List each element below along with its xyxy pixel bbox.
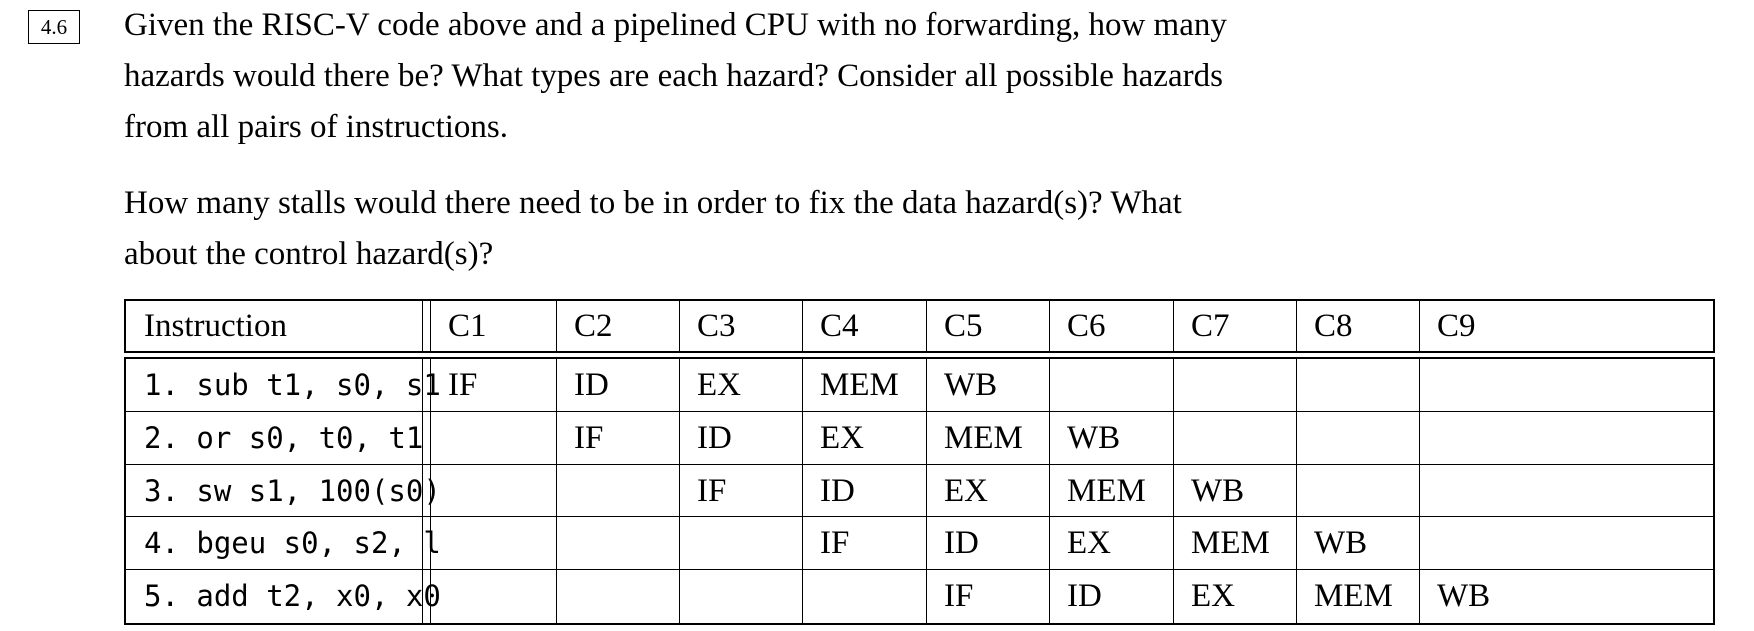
stage-cell: IF (448, 367, 478, 403)
stage-cell: IF (697, 472, 727, 509)
question-line: from all pairs of instructions. (124, 109, 509, 145)
stage-cell: IF (820, 525, 850, 562)
table-row-rule (126, 410, 1713, 412)
header-cycle: C9 (1437, 308, 1476, 344)
stage-cell: MEM (1191, 525, 1270, 562)
stage-cell: EX (697, 367, 741, 403)
table-column-rule (422, 301, 423, 351)
stage-cell: WB (1067, 419, 1121, 456)
header-cycle: C8 (1314, 308, 1353, 344)
stage-cell: MEM (944, 419, 1023, 456)
stage-cell: EX (944, 472, 988, 509)
header-cycle: C7 (1191, 308, 1230, 344)
stage-cell: IF (944, 578, 974, 615)
table-column-rule (430, 359, 431, 623)
question-paragraph-1: Given the RISC-V code above and a pipeli… (124, 0, 1424, 153)
table-column-rule (679, 301, 680, 351)
question-line: about the control hazard(s)? (124, 236, 494, 272)
table-column-rule (422, 359, 423, 623)
table-column-rule (802, 359, 803, 623)
stage-cell: EX (820, 419, 864, 456)
question-paragraph-2: How many stalls would there need to be i… (124, 178, 1424, 280)
instruction-cell: 2. or s0, t0, t1 (144, 420, 424, 455)
table-column-rule (926, 359, 927, 623)
table-column-rule (1296, 301, 1297, 351)
stage-cell: WB (1437, 578, 1491, 615)
stage-cell: ID (820, 472, 855, 509)
table-column-rule (1049, 359, 1050, 623)
instruction-cell: 1. sub t1, s0, s1 (144, 368, 441, 402)
problem-number: 4.6 (28, 10, 80, 44)
header-cycle: C5 (944, 308, 983, 344)
question-line: How many stalls would there need to be i… (124, 185, 1182, 221)
header-instruction: Instruction (144, 308, 287, 344)
table-body: 1. sub t1, s0, s1 IF ID EX MEM WB 2. or s0, t0… (124, 357, 1715, 625)
header-cycle: C6 (1067, 308, 1106, 344)
stage-cell: ID (1067, 578, 1102, 615)
table-column-rule (1296, 359, 1297, 623)
stage-cell: ID (944, 525, 979, 562)
stage-cell: ID (697, 419, 732, 456)
table-row-rule (126, 516, 1713, 518)
pipeline-table: Instruction C1 C2 C3 C4 C5 C6 C7 C8 C9 1. sub t1,… (124, 299, 1715, 625)
stage-cell: MEM (820, 367, 899, 403)
table-column-rule (1419, 359, 1420, 623)
table-column-rule (556, 359, 557, 623)
table-column-rule (1419, 301, 1420, 351)
header-cycle: C2 (574, 308, 613, 344)
header-cycle: C4 (820, 308, 859, 344)
question-line: hazards would there be? What types are e… (124, 58, 1223, 94)
table-row-rule (126, 463, 1713, 465)
stage-cell: MEM (1067, 472, 1146, 509)
table-column-rule (1173, 359, 1174, 623)
stage-cell: IF (574, 419, 604, 456)
instruction-cell: 4. bgeu s0, s2, l (144, 526, 441, 561)
stage-cell: EX (1191, 578, 1235, 615)
table-column-rule (1173, 301, 1174, 351)
table-column-rule (679, 359, 680, 623)
table-column-rule (802, 301, 803, 351)
stage-cell: WB (1191, 472, 1245, 509)
stage-cell: ID (574, 367, 609, 403)
stage-cell: WB (1314, 525, 1368, 562)
stage-cell: EX (1067, 525, 1111, 562)
instruction-cell: 5. add t2, x0, x0 (144, 579, 441, 614)
stage-cell: MEM (1314, 578, 1393, 615)
question-line: Given the RISC-V code above and a pipeli… (124, 7, 1227, 43)
instruction-cell: 3. sw s1, 100(s0) (144, 473, 441, 508)
header-cycle: C3 (697, 308, 736, 344)
table-column-rule (556, 301, 557, 351)
table-header-row: Instruction C1 C2 C3 C4 C5 C6 C7 C8 C9 (124, 299, 1715, 353)
table-column-rule (926, 301, 927, 351)
table-column-rule (1049, 301, 1050, 351)
stage-cell: WB (944, 367, 998, 403)
header-cycle: C1 (448, 308, 487, 344)
table-column-rule (430, 301, 431, 351)
table-row-rule (126, 569, 1713, 571)
